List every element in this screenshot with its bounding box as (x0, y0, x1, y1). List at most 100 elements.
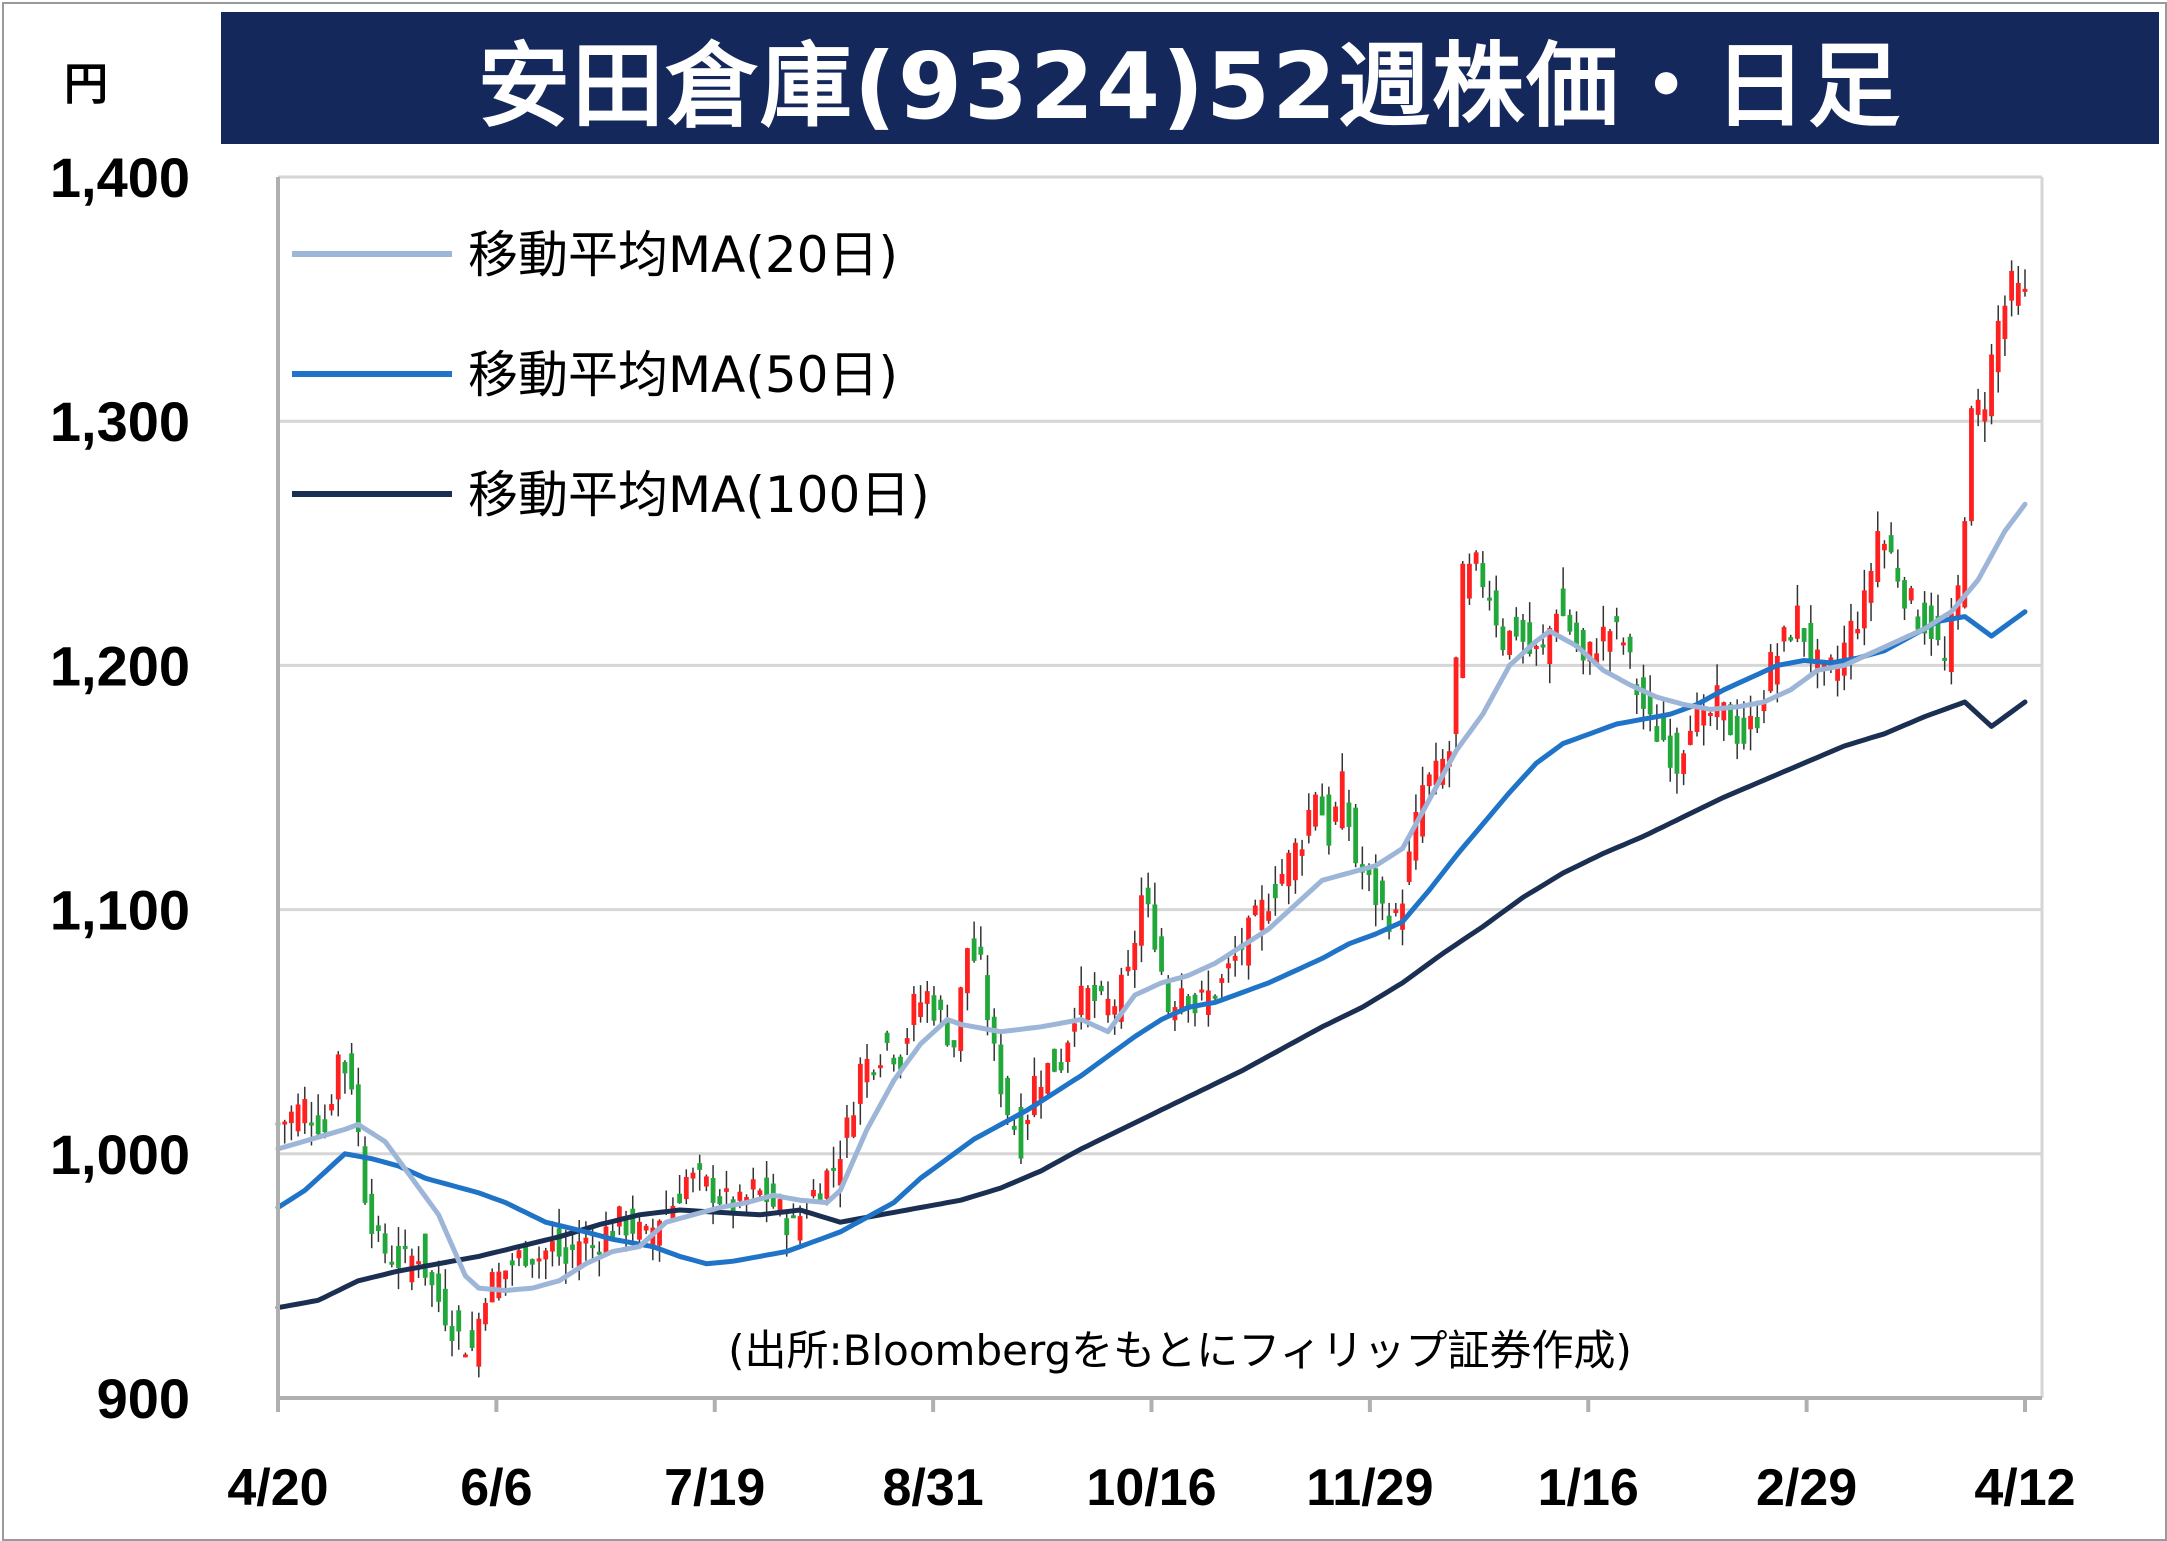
candle-down (1098, 985, 1104, 992)
candle-down (884, 1032, 890, 1043)
candle-down (422, 1233, 428, 1278)
candle-up (576, 1241, 582, 1269)
candle-up (643, 1225, 649, 1231)
candle-down (1513, 616, 1519, 637)
candle-up (1279, 873, 1285, 884)
candle-down (1902, 580, 1907, 609)
candle-down (382, 1233, 388, 1254)
candle-down (998, 1044, 1004, 1095)
axes: 900 1,000 1,100 1,200 1,300 1,400 4/20 6/6 7/19 8… (50, 146, 2076, 1517)
candle-up (1025, 1119, 1031, 1125)
candle-up (1948, 613, 1954, 673)
candle-up (282, 1121, 288, 1125)
candle-down (898, 1056, 903, 1070)
candle-down (1560, 588, 1566, 617)
candle-down (442, 1288, 448, 1326)
candle-up (1694, 707, 1700, 732)
candle-down (1520, 619, 1526, 642)
candle-down (697, 1163, 703, 1170)
candle-up (483, 1303, 488, 1325)
candle-up (1118, 974, 1124, 1022)
candle-up (1286, 852, 1292, 887)
candle-up (1989, 354, 1994, 417)
candle-down (509, 1260, 515, 1266)
candle-up (1855, 629, 1861, 634)
candle-up (1045, 1063, 1051, 1094)
candle-up (1875, 531, 1881, 583)
candle-up (1594, 653, 1600, 663)
candle-down (556, 1228, 562, 1257)
candle-down (931, 995, 937, 1021)
candle-down (1788, 637, 1794, 641)
candle-up (1293, 842, 1298, 881)
candle-up (536, 1258, 542, 1262)
candle-down (1018, 1107, 1024, 1159)
candle-up (1406, 851, 1412, 883)
ma100-line (275, 699, 2028, 1311)
candle-down (1152, 904, 1158, 950)
gridlines (278, 175, 2044, 1398)
candle-up (1413, 811, 1419, 861)
candle-down (1567, 614, 1573, 632)
candle-up (683, 1176, 689, 1200)
candle-down (971, 938, 977, 961)
candle-up (690, 1172, 696, 1179)
candle-up (1232, 955, 1238, 961)
candle-up (2015, 282, 2021, 306)
candle-up (543, 1250, 549, 1260)
candle-down (630, 1208, 636, 1234)
candle-up (1681, 753, 1687, 774)
candle-up (1768, 652, 1774, 692)
candle-up (1065, 1042, 1071, 1063)
candle-down (1005, 1077, 1010, 1116)
candle-up (1701, 710, 1707, 726)
candle-up (1774, 655, 1780, 685)
candle-up (1748, 715, 1753, 730)
candle-up (476, 1318, 482, 1367)
candle-down (871, 1072, 877, 1076)
candle-up (1313, 794, 1318, 827)
legend-label-ma100: 移動平均MA(100日) (468, 466, 930, 524)
candle-down (817, 1193, 823, 1201)
candle-up (1507, 630, 1513, 655)
candle-up (864, 1058, 870, 1083)
candle-down (1627, 636, 1633, 653)
candle-up (1460, 563, 1466, 678)
candle-down (1165, 980, 1171, 1013)
candle-down (469, 1330, 475, 1348)
candle-up (1179, 988, 1185, 1011)
candle-up (2022, 288, 2028, 292)
candle-up (1393, 909, 1399, 913)
candle-down (938, 999, 944, 1010)
candle-down (1935, 615, 1941, 641)
candle-up (703, 1176, 709, 1187)
candle-up (329, 1104, 334, 1111)
candle-up (824, 1170, 830, 1199)
candle-down (1487, 597, 1492, 601)
candle-down (1734, 715, 1740, 744)
candle-up (965, 948, 970, 994)
candle-up (1882, 543, 1887, 551)
candle-down (529, 1259, 535, 1265)
candle-down (1614, 616, 1620, 623)
candle-up (1761, 701, 1767, 712)
candle-up (1259, 899, 1265, 931)
candle-down (1527, 622, 1533, 654)
candle-down (1915, 616, 1921, 630)
y-tick-label: 1,200 (50, 634, 190, 697)
candle-up (1868, 571, 1874, 603)
candle-up (924, 991, 930, 1004)
candle-down (831, 1167, 836, 1171)
candle-down (1667, 735, 1673, 768)
candle-down (396, 1245, 401, 1268)
candle-down (570, 1244, 575, 1250)
candle-down (523, 1242, 529, 1266)
candle-up (837, 1159, 843, 1186)
candle-up (857, 1063, 863, 1104)
candle-down (1674, 732, 1680, 774)
candle-down (1942, 657, 1948, 661)
x-tick-label: 4/20 (227, 1459, 328, 1517)
candle-down (1728, 704, 1733, 736)
candle-up (1995, 320, 2001, 373)
